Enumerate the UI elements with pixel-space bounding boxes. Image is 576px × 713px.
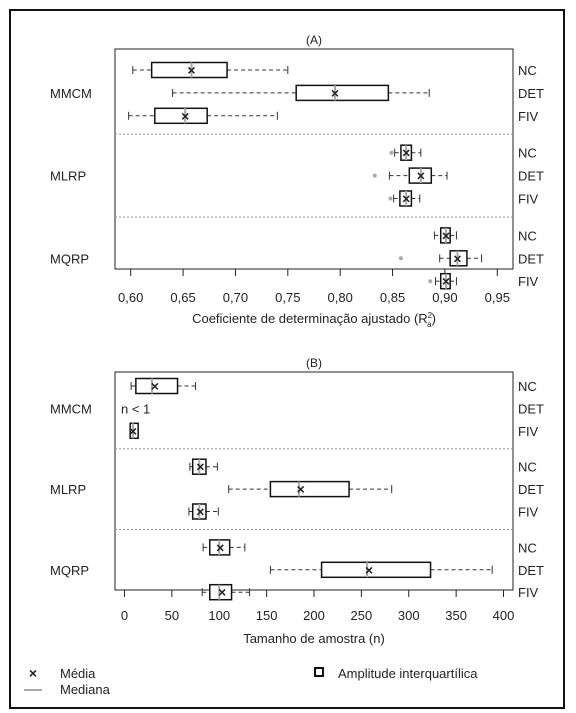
mean-marker: × xyxy=(187,62,195,78)
group-label: MMCM xyxy=(50,86,92,101)
mean-marker: × xyxy=(402,191,410,207)
group-label: MMCM xyxy=(50,401,92,416)
x-tick-label: 350 xyxy=(445,608,467,623)
row-label: DET xyxy=(518,563,544,578)
outlier-point xyxy=(389,150,394,155)
plot-border xyxy=(114,48,514,270)
iqr-box xyxy=(154,107,208,125)
mean-marker: × xyxy=(402,145,410,161)
iqr-box xyxy=(449,250,468,267)
mean-marker: × xyxy=(365,562,373,578)
outlier-point xyxy=(388,196,393,201)
x-tick-label: 0,60 xyxy=(118,290,143,305)
legend-iqr-box xyxy=(314,667,324,677)
row-label: DET xyxy=(518,86,544,101)
mean-marker: × xyxy=(151,378,159,394)
x-axis-label: Coeficiente de determinação ajustado (R2… xyxy=(192,311,436,329)
outlier-point xyxy=(398,256,403,261)
legend-iqr-label: Amplitude interquartílica xyxy=(338,666,478,681)
iqr-box xyxy=(269,480,350,498)
x-tick-label: 150 xyxy=(256,608,278,623)
mean-marker: × xyxy=(196,459,204,475)
iqr-box xyxy=(129,422,139,440)
row-label: FIV xyxy=(518,274,539,289)
mean-marker: × xyxy=(196,504,204,520)
x-axis-label: Tamanho de amostra (n) xyxy=(243,631,385,646)
row-label: NC xyxy=(518,460,537,475)
mean-marker: × xyxy=(331,85,339,101)
iqr-box xyxy=(135,377,179,395)
panel-title: (B) xyxy=(306,356,322,370)
x-tick-label: 0,90 xyxy=(432,290,457,305)
row-label: FIV xyxy=(518,109,539,124)
outlier-point xyxy=(372,173,377,178)
row-label: FIV xyxy=(518,192,539,207)
x-tick-label: 300 xyxy=(398,608,420,623)
x-tick-label: 100 xyxy=(208,608,230,623)
mean-marker: × xyxy=(218,584,226,600)
row-label: DET xyxy=(518,482,544,497)
row-label: NC xyxy=(518,63,537,78)
x-tick-label: 0,85 xyxy=(380,290,405,305)
row-label: FIV xyxy=(518,585,539,600)
mean-marker: × xyxy=(453,250,461,266)
x-tick-label: 0 xyxy=(121,608,128,623)
row-label: DET xyxy=(518,251,544,266)
group-label: MQRP xyxy=(50,563,89,578)
mean-marker: × xyxy=(216,539,224,555)
x-tick-label: 250 xyxy=(351,608,373,623)
row-label: FIV xyxy=(518,505,539,520)
panel-a: (A) 0,60 0,65 0,70 0,75 0,80 0,85 0,90 0,95 Coefi… xyxy=(50,33,544,329)
mean-marker: × xyxy=(442,273,450,289)
row-label: NC xyxy=(518,146,537,161)
group-label: MLRP xyxy=(50,169,86,184)
x-tick-label: 50 xyxy=(165,608,179,623)
mean-marker: × xyxy=(181,108,189,124)
x-tick-label: 400 xyxy=(493,608,515,623)
mean-marker: × xyxy=(297,481,305,497)
row-label: FIV xyxy=(518,424,539,439)
x-tick-label: 0,80 xyxy=(328,290,353,305)
mean-marker: × xyxy=(129,423,137,439)
row-label: NC xyxy=(518,379,537,394)
x-tick-label: 0,95 xyxy=(485,290,510,305)
iqr-box xyxy=(209,583,233,601)
group-label: MQRP xyxy=(50,251,89,266)
iqr-box xyxy=(320,561,432,579)
x-tick-label: 0,70 xyxy=(223,290,248,305)
iqr-box xyxy=(150,61,228,79)
row-label: DET xyxy=(518,169,544,184)
mean-marker: × xyxy=(417,168,425,184)
row-label: NC xyxy=(518,540,537,555)
panel-b: (B) 0 50 100 150 200 250 300 350 400 Tamanho de am… xyxy=(50,356,544,646)
legend: × Média Mediana Amplitude interquartílic… xyxy=(24,665,478,697)
mean-marker: × xyxy=(442,227,450,243)
panel-title: (A) xyxy=(306,33,322,47)
figure-frame xyxy=(9,9,565,709)
group-label: MLRP xyxy=(50,482,86,497)
legend-median-label: Mediana xyxy=(60,682,111,697)
legend-mean-marker: × xyxy=(29,665,37,681)
iqr-box xyxy=(295,84,390,102)
legend-mean-label: Média xyxy=(60,666,96,681)
outlier-point xyxy=(428,279,433,284)
x-tick-label: 0,65 xyxy=(170,290,195,305)
row-annotation: n < 1 xyxy=(121,401,150,416)
x-tick-label: 0,75 xyxy=(275,290,300,305)
x-tick-label: 200 xyxy=(303,608,325,623)
row-label: NC xyxy=(518,228,537,243)
row-label: DET xyxy=(518,401,544,416)
